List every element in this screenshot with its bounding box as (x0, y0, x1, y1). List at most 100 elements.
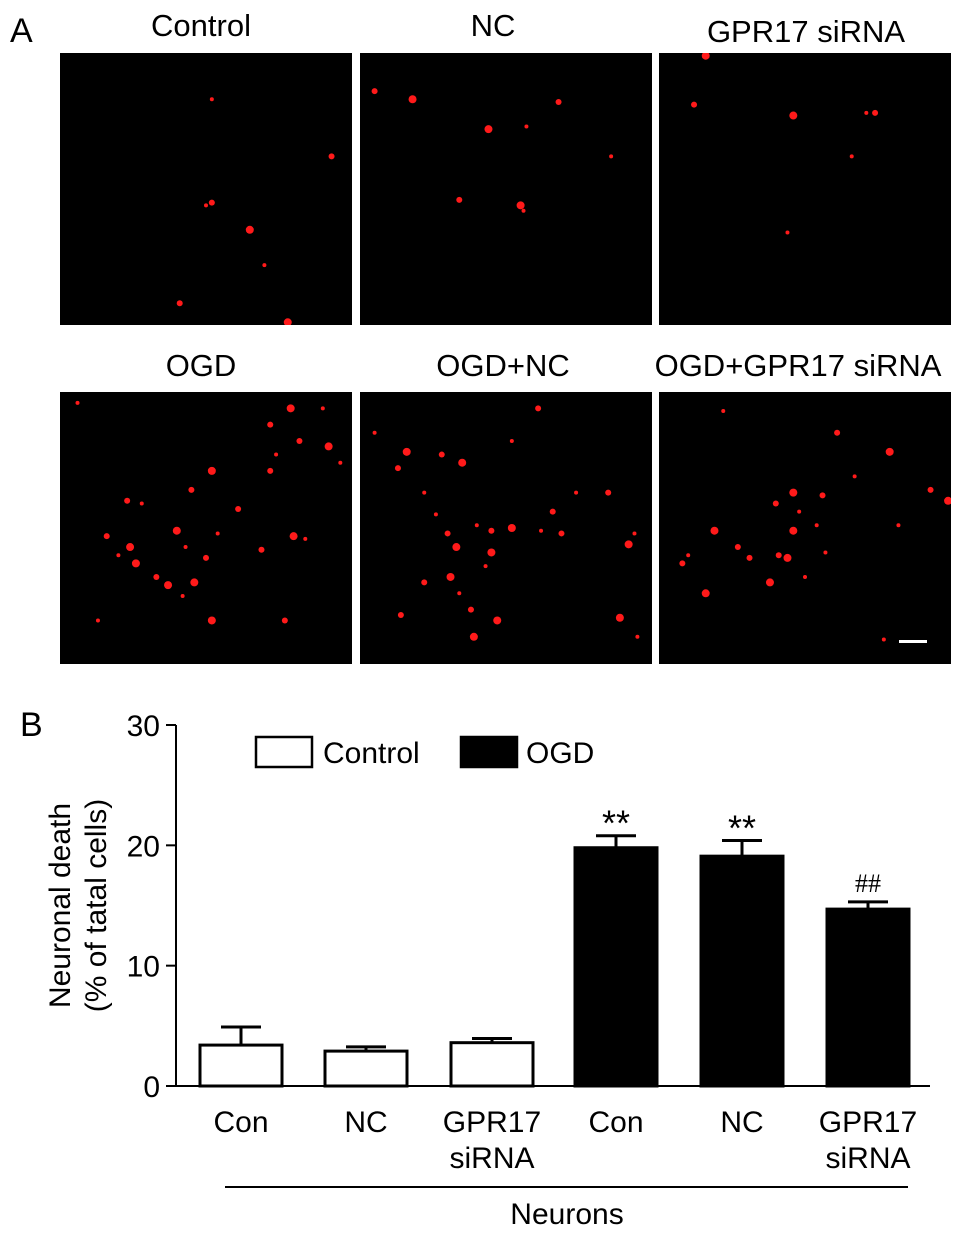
cell-dot (549, 508, 556, 515)
cell-dot (493, 616, 502, 625)
cell-dot (116, 553, 121, 558)
micrograph-control (60, 53, 352, 325)
image-title-gpr17-sirna: GPR17 siRNA (706, 14, 906, 49)
bar-control (198, 1043, 284, 1088)
micrograph-gpr17-sirna (659, 53, 951, 325)
cell-dot (444, 530, 451, 537)
y-axis-label-line2: (% of tatal cells) (80, 799, 113, 1012)
cell-dot (872, 109, 879, 116)
cell-dot (397, 612, 404, 619)
cell-dot (207, 616, 216, 625)
cell-dot (371, 88, 378, 95)
cell-dot (474, 523, 479, 528)
cell-dot (701, 53, 710, 60)
cell-dot (521, 208, 526, 213)
y-tick-label: 20 (127, 830, 160, 863)
cell-dot (686, 553, 691, 558)
cell-dot (95, 618, 100, 623)
x-tick-label: NC (720, 1106, 763, 1139)
cell-dot (814, 523, 819, 528)
cell-dot (209, 97, 214, 102)
cell-dot (483, 564, 488, 569)
cell-dot (574, 490, 579, 495)
cell-dot (75, 400, 80, 405)
significance-mark: ** (602, 803, 630, 844)
cell-dot (258, 546, 265, 553)
cell-dot (834, 429, 841, 436)
cell-dot (635, 634, 640, 639)
x-tick-label: Con (213, 1106, 268, 1139)
cell-dot (338, 460, 343, 465)
cell-dot (207, 466, 216, 475)
cell-dot (509, 438, 514, 443)
cell-dot (746, 554, 753, 561)
significance-mark: ** (728, 808, 756, 849)
cell-dot (183, 545, 188, 550)
cell-dot (852, 474, 857, 479)
legend-swatch-control (254, 735, 314, 769)
cell-dot (632, 531, 637, 536)
cell-dot (267, 467, 274, 474)
cell-dot (885, 447, 894, 456)
cell-dot (609, 154, 614, 159)
cell-dot (488, 527, 495, 534)
cell-dot (765, 578, 774, 587)
bar-ogd (573, 846, 659, 1088)
x-axis-label: Neurons (510, 1198, 623, 1231)
cell-dot (456, 196, 463, 203)
x-tick-label: Con (588, 1106, 643, 1139)
micrograph-svg (691, 53, 879, 235)
cell-dot (235, 505, 242, 512)
cell-dot (303, 536, 308, 541)
cell-dot (433, 512, 438, 517)
y-axis-label-line1: Neuronal death (44, 803, 77, 1008)
cell-dot (180, 594, 185, 598)
cell-dot (803, 574, 807, 579)
bar-ogd (699, 854, 785, 1088)
cell-dot (446, 572, 455, 581)
image-title-control: Control (151, 8, 251, 43)
cell-dot (324, 442, 333, 451)
micrograph-ogd-gpr17-sirna (659, 392, 951, 664)
x-tick-label: siRNA (449, 1142, 534, 1175)
cell-dot (944, 496, 951, 505)
micrograph-svg (75, 400, 343, 625)
cell-dot (789, 111, 798, 120)
cell-dot (457, 591, 462, 596)
cell-dot (296, 437, 303, 444)
cell-dot (849, 154, 854, 159)
cell-dot (422, 490, 427, 495)
cell-dot (176, 300, 183, 307)
x-tick-label: GPR17 (443, 1106, 541, 1139)
x-tick-label: siRNA (825, 1142, 910, 1175)
cell-dot (245, 225, 254, 234)
scale-bar (899, 640, 927, 643)
cell-dot (734, 544, 741, 551)
cell-dot (516, 201, 525, 210)
cell-dot (524, 124, 529, 129)
cell-dot (555, 98, 562, 105)
cell-dot (864, 110, 869, 115)
cell-dot (438, 451, 445, 458)
cell-dot (103, 533, 110, 540)
cell-dot (131, 559, 140, 568)
image-title-ogd: OGD (165, 348, 237, 383)
cell-dot (701, 589, 710, 598)
y-axis-label: Neuronal death (% of tatal cells) (44, 799, 113, 1012)
cell-dot (262, 263, 267, 268)
cell-dot (772, 500, 779, 507)
cell-dot (267, 421, 274, 428)
cell-dot (204, 203, 208, 208)
cell-dot (797, 509, 802, 514)
y-tick-label: 30 (127, 710, 160, 743)
cell-dot (188, 486, 195, 493)
cell-dot (215, 531, 220, 536)
micrograph-svg (176, 97, 335, 325)
cell-dot (721, 409, 726, 414)
significance-mark: ## (855, 869, 881, 898)
cell-dot (823, 550, 828, 555)
cell-dot (539, 528, 544, 533)
cell-dot (281, 617, 288, 624)
cell-dot (289, 532, 298, 541)
cell-dot (507, 524, 516, 532)
